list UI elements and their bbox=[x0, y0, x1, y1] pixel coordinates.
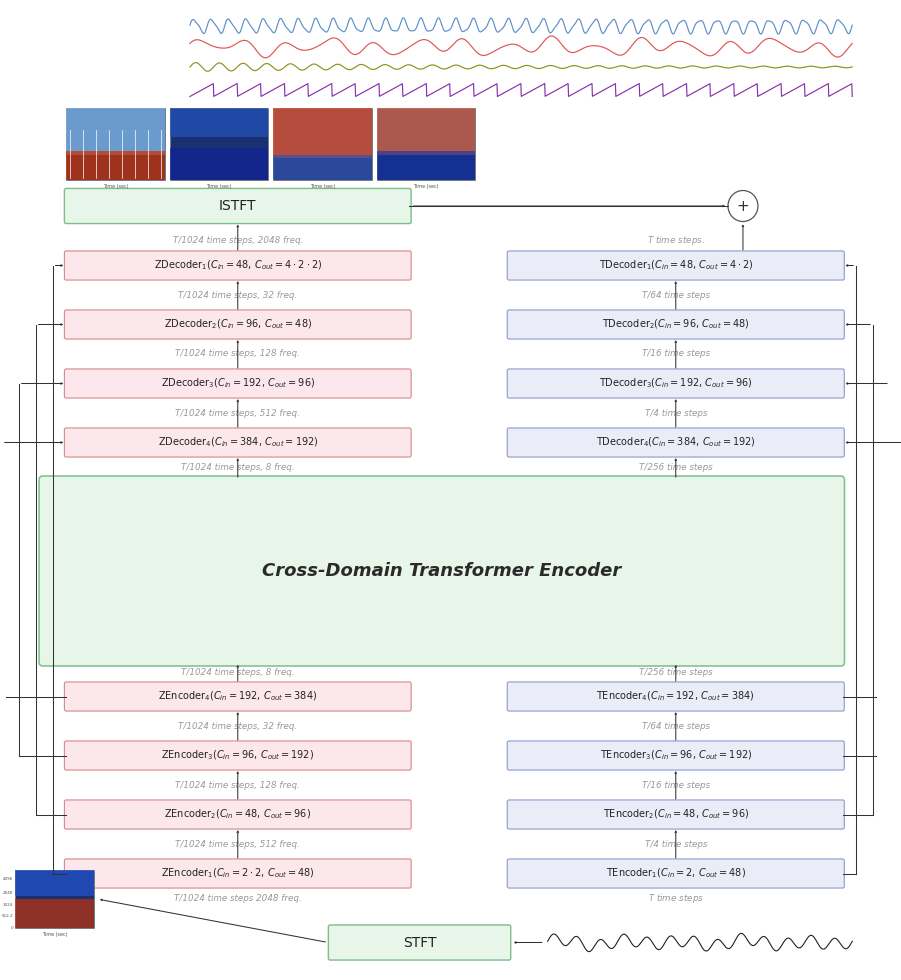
Text: ZEncoder$_2$($C_{in} = 48,\,C_{out} = 96$): ZEncoder$_2$($C_{in} = 48,\,C_{out} = 96… bbox=[164, 808, 311, 821]
FancyBboxPatch shape bbox=[328, 925, 511, 960]
Text: 2048: 2048 bbox=[3, 891, 13, 895]
Bar bbox=[66, 151, 165, 180]
Text: T/1024 time steps, 32 freq.: T/1024 time steps, 32 freq. bbox=[178, 721, 297, 730]
Bar bbox=[66, 108, 165, 180]
FancyBboxPatch shape bbox=[507, 428, 844, 457]
Text: TEncoder$_1$($C_{in} = 2,\,C_{out} = 48$): TEncoder$_1$($C_{in} = 2,\,C_{out} = 48$… bbox=[605, 866, 746, 880]
FancyBboxPatch shape bbox=[64, 310, 411, 339]
Text: T/64 time steps: T/64 time steps bbox=[642, 721, 710, 730]
Text: T/256 time steps: T/256 time steps bbox=[639, 668, 713, 677]
Text: ZEncoder$_1$($C_{in} = 2 \cdot 2,\,C_{out} = 48$): ZEncoder$_1$($C_{in} = 2 \cdot 2,\,C_{ou… bbox=[161, 866, 314, 880]
Bar bbox=[377, 108, 475, 180]
Text: T/1024 time steps, 8 freq.: T/1024 time steps, 8 freq. bbox=[181, 464, 295, 472]
Bar bbox=[169, 108, 268, 180]
FancyBboxPatch shape bbox=[64, 741, 411, 770]
FancyBboxPatch shape bbox=[64, 682, 411, 711]
Text: T/1024 time steps, 512 freq.: T/1024 time steps, 512 freq. bbox=[176, 409, 300, 417]
Text: TEncoder$_3$($C_{in} = 96,\,C_{out} = 192$): TEncoder$_3$($C_{in} = 96,\,C_{out} = 19… bbox=[599, 749, 752, 762]
Text: T/256 time steps: T/256 time steps bbox=[639, 464, 713, 472]
FancyBboxPatch shape bbox=[507, 310, 844, 339]
Text: STFT: STFT bbox=[403, 936, 436, 950]
Bar bbox=[15, 870, 95, 928]
Text: +: + bbox=[737, 199, 750, 214]
Text: T/64 time steps: T/64 time steps bbox=[642, 290, 710, 300]
FancyBboxPatch shape bbox=[64, 858, 411, 888]
Text: TDecoder$_4$($C_{in} = 384,\,C_{out} = 192$): TDecoder$_4$($C_{in} = 384,\,C_{out} = 1… bbox=[596, 436, 756, 449]
Bar bbox=[66, 108, 165, 155]
Text: TEncoder$_2$($C_{in} = 48,\,C_{out} = 96$): TEncoder$_2$($C_{in} = 48,\,C_{out} = 96… bbox=[603, 808, 749, 821]
Text: T/4 time steps: T/4 time steps bbox=[644, 409, 707, 417]
FancyBboxPatch shape bbox=[507, 682, 844, 711]
Text: Time (sec): Time (sec) bbox=[206, 184, 232, 189]
Text: ISTFT: ISTFT bbox=[219, 199, 257, 213]
Bar bbox=[15, 870, 95, 896]
Text: T/16 time steps: T/16 time steps bbox=[642, 780, 710, 790]
Bar bbox=[377, 108, 475, 155]
Text: 4096: 4096 bbox=[3, 877, 13, 881]
FancyBboxPatch shape bbox=[507, 251, 844, 280]
Text: $T$ time steps.: $T$ time steps. bbox=[647, 234, 705, 247]
FancyBboxPatch shape bbox=[64, 368, 411, 398]
Text: 1024: 1024 bbox=[3, 903, 13, 906]
Text: ZDecoder$_1$($C_{in} = 48,\,C_{out} = 4 \cdot 2 \cdot 2$): ZDecoder$_1$($C_{in} = 48,\,C_{out} = 4 … bbox=[154, 259, 322, 272]
Text: T/16 time steps: T/16 time steps bbox=[642, 350, 710, 359]
Bar bbox=[273, 155, 372, 180]
Text: ZDecoder$_2$($C_{in} = 96,\,C_{out} = 48$): ZDecoder$_2$($C_{in} = 96,\,C_{out} = 48… bbox=[164, 318, 312, 331]
Text: T/1024 time steps, 32 freq.: T/1024 time steps, 32 freq. bbox=[178, 290, 297, 300]
Text: TDecoder$_3$($C_{in} = 192,\,C_{out} = 96$): TDecoder$_3$($C_{in} = 192,\,C_{out} = 9… bbox=[599, 376, 752, 390]
FancyBboxPatch shape bbox=[507, 858, 844, 888]
Bar bbox=[377, 151, 475, 180]
Text: T/1024 time steps, 128 freq.: T/1024 time steps, 128 freq. bbox=[176, 350, 300, 359]
FancyBboxPatch shape bbox=[507, 800, 844, 829]
Text: T/1024 time steps 2048 freq.: T/1024 time steps 2048 freq. bbox=[174, 894, 302, 903]
Text: ZDecoder$_4$($C_{in} = 384,\,C_{out} = 192$): ZDecoder$_4$($C_{in} = 384,\,C_{out} = 1… bbox=[158, 436, 318, 449]
Bar bbox=[169, 148, 268, 180]
Text: T/1024 time steps, 128 freq.: T/1024 time steps, 128 freq. bbox=[176, 780, 300, 790]
Text: T/1024 time steps, 2048 freq.: T/1024 time steps, 2048 freq. bbox=[173, 236, 303, 245]
Text: Time (sec): Time (sec) bbox=[103, 184, 128, 189]
Text: TDecoder$_1$($C_{in} = 48,\,C_{out} = 4 \cdot 2$): TDecoder$_1$($C_{in} = 48,\,C_{out} = 4 … bbox=[598, 259, 753, 272]
FancyBboxPatch shape bbox=[39, 476, 844, 666]
Bar bbox=[273, 108, 372, 159]
Text: 0: 0 bbox=[10, 926, 13, 930]
FancyBboxPatch shape bbox=[64, 428, 411, 457]
Text: ZEncoder$_4$($C_{in} = 192,\,C_{out} = 384$): ZEncoder$_4$($C_{in} = 192,\,C_{out} = 3… bbox=[159, 690, 317, 704]
FancyBboxPatch shape bbox=[64, 188, 411, 223]
Text: Time (sec): Time (sec) bbox=[310, 184, 335, 189]
Text: T/4 time steps: T/4 time steps bbox=[644, 840, 707, 849]
Text: Cross-Domain Transformer Encoder: Cross-Domain Transformer Encoder bbox=[262, 562, 622, 580]
Text: 512.2: 512.2 bbox=[1, 914, 13, 918]
Text: ZEncoder$_3$($C_{in} = 96,\,C_{out} = 192$): ZEncoder$_3$($C_{in} = 96,\,C_{out} = 19… bbox=[161, 749, 314, 762]
FancyBboxPatch shape bbox=[64, 800, 411, 829]
Text: T/1024 time steps, 8 freq.: T/1024 time steps, 8 freq. bbox=[181, 668, 295, 677]
Text: TDecoder$_2$($C_{in} = 96,\,C_{out} = 48$): TDecoder$_2$($C_{in} = 96,\,C_{out} = 48… bbox=[602, 318, 750, 331]
Text: Time (sec): Time (sec) bbox=[413, 184, 439, 189]
Text: Time (sec): Time (sec) bbox=[41, 932, 68, 937]
FancyBboxPatch shape bbox=[507, 741, 844, 770]
Circle shape bbox=[728, 190, 758, 221]
FancyBboxPatch shape bbox=[64, 251, 411, 280]
Text: TEncoder$_4$($C_{in} = 192,\,C_{out} = 384$): TEncoder$_4$($C_{in} = 192,\,C_{out} = 3… bbox=[596, 690, 755, 704]
FancyBboxPatch shape bbox=[507, 368, 844, 398]
Bar bbox=[15, 899, 95, 928]
Bar bbox=[273, 108, 372, 180]
Text: T/1024 time steps, 512 freq.: T/1024 time steps, 512 freq. bbox=[176, 840, 300, 849]
Text: $T$ time steps: $T$ time steps bbox=[648, 892, 704, 905]
Text: ZDecoder$_3$($C_{in} = 192,\,C_{out} = 96$): ZDecoder$_3$($C_{in} = 192,\,C_{out} = 9… bbox=[160, 376, 314, 390]
Bar bbox=[169, 108, 268, 137]
